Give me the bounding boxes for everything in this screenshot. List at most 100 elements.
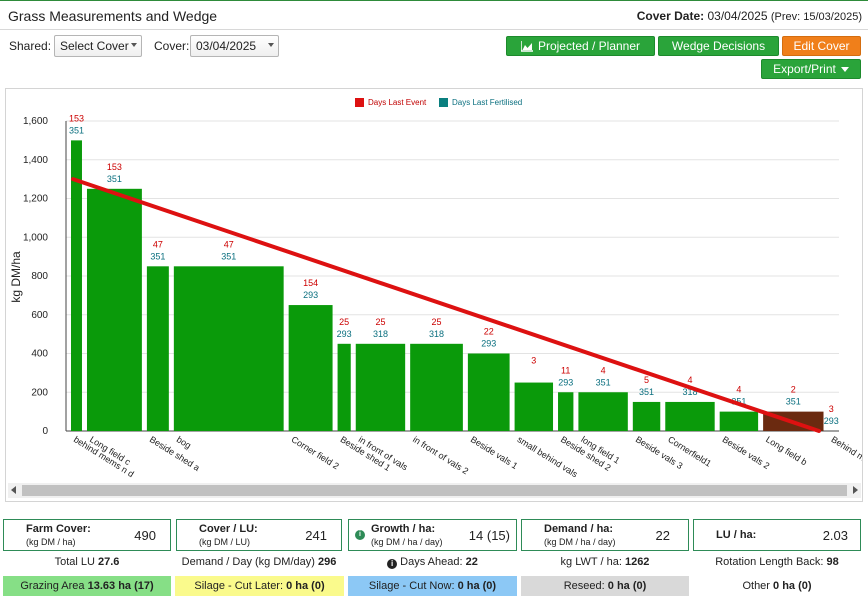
legend-swatch-days-last-event — [355, 98, 364, 107]
x-tick-label: bog — [175, 434, 193, 450]
days-last-fertilised-label: 293 — [337, 329, 352, 339]
demand-per-ha-value: 22 — [655, 528, 670, 543]
scrollbar-thumb[interactable] — [22, 485, 847, 496]
chevron-down-icon — [131, 43, 137, 47]
rotation-length-cell: Rotation Length Back: 98 — [693, 552, 861, 572]
days-last-event-label: 47 — [153, 239, 163, 249]
days-last-fertilised-label: 351 — [596, 377, 611, 387]
growth-per-ha-value: 14 (15) — [468, 528, 510, 543]
bar[interactable] — [578, 392, 628, 431]
days-last-event-label: 153 — [107, 162, 122, 172]
grazing-area-value: 13.63 ha (17) — [87, 580, 154, 592]
bar[interactable] — [558, 392, 574, 431]
days-last-event-label: 47 — [224, 239, 234, 249]
y-tick-label: 400 — [31, 349, 48, 360]
silage-cut-later-cell[interactable]: Silage - Cut Later: 0 ha (0) — [175, 576, 344, 596]
demand-per-day-cell: Demand / Day (kg DM/day) 296 — [172, 552, 346, 572]
reseed-cell[interactable]: Reseed: 0 ha (0) — [521, 576, 689, 596]
cover-per-lu-unit: (kg DM / LU) — [199, 537, 251, 547]
wedge-line-layer — [71, 177, 821, 433]
demand-per-day-value: 296 — [317, 556, 337, 568]
x-tick-label: Beside vals 1 — [469, 434, 520, 471]
bar[interactable] — [467, 353, 510, 432]
grass-wedge-chart-panel: Days Last Event Days Last Fertilised kg … — [5, 88, 863, 502]
other-cell[interactable]: Other 0 ha (0) — [693, 576, 861, 596]
days-last-event-label: 5 — [644, 375, 649, 385]
chart-horizontal-scrollbar[interactable] — [8, 483, 861, 498]
legend-label-days-last-fertilised: Days Last Fertilised — [452, 98, 522, 107]
bar[interactable] — [86, 188, 142, 431]
days-last-fertilised-label: 318 — [682, 387, 697, 397]
x-tick-label: Behind mem and — [829, 434, 862, 479]
chevron-down-icon — [268, 43, 274, 47]
info-icon[interactable]: i — [355, 530, 365, 540]
lu-per-ha-stat: LU / ha: 2.03 — [693, 519, 861, 551]
wedge-target-line — [71, 177, 821, 433]
y-tick-label: 800 — [31, 271, 48, 282]
growth-per-ha-unit: (kg DM / ha / day) — [371, 537, 443, 547]
days-last-fertilised-label: 293 — [303, 290, 318, 300]
farm-cover-stat: Farm Cover: (kg DM / ha) 490 — [3, 519, 171, 551]
cover-date-value: 03/04/2025 — [707, 9, 768, 23]
y-tick-label: 1,000 — [23, 232, 48, 243]
cover-date-select[interactable]: 03/04/2025 — [190, 35, 279, 57]
days-last-event-label: 4 — [601, 365, 606, 375]
days-ahead-label: Days Ahead: — [400, 556, 463, 568]
other-value: 0 ha (0) — [773, 580, 812, 592]
page-title: Grass Measurements and Wedge — [8, 8, 218, 24]
bar[interactable] — [632, 401, 661, 431]
other-label: Other — [742, 580, 770, 592]
bar[interactable] — [410, 343, 463, 431]
days-last-fertilised-label: 351 — [221, 251, 236, 261]
demand-per-ha-unit: (kg DM / ha / day) — [544, 537, 616, 547]
export-print-button[interactable]: Export/Print — [761, 59, 861, 79]
bar[interactable] — [337, 343, 351, 431]
days-last-event-label: 4 — [687, 375, 692, 385]
x-tick-label: Beside shed a — [148, 434, 202, 473]
filter-bar: Shared: Select Cover Cover: 03/04/2025 P… — [0, 30, 868, 82]
previous-cover-date: (Prev: 15/03/2025) — [770, 11, 862, 23]
bar[interactable] — [71, 140, 82, 431]
days-last-fertilised-label: 293 — [558, 377, 573, 387]
demand-per-ha-title: Demand / ha: — [544, 523, 614, 535]
lu-per-ha-title: LU / ha: — [716, 529, 757, 541]
days-last-fertilised-label: 351 — [731, 397, 746, 407]
export-print-label: Export/Print — [773, 62, 836, 76]
edit-cover-label: Edit Cover — [793, 39, 850, 53]
shared-cover-select[interactable]: Select Cover — [54, 35, 142, 57]
y-tick-label: 200 — [31, 387, 48, 398]
projected-planner-label: Projected / Planner — [537, 39, 641, 53]
projected-planner-button[interactable]: Projected / Planner — [506, 36, 655, 56]
silage-cut-now-cell[interactable]: Silage - Cut Now: 0 ha (0) — [348, 576, 517, 596]
x-tick-label: Corner field 2 — [290, 434, 341, 471]
wedge-decisions-button[interactable]: Wedge Decisions — [658, 36, 779, 56]
legend: Days Last Event Days Last Fertilised — [355, 98, 522, 107]
farm-cover-title: Farm Cover: — [26, 523, 91, 535]
grazing-area-cell[interactable]: Grazing Area 13.63 ha (17) — [3, 576, 171, 596]
reseed-label: Reseed: — [563, 580, 605, 592]
scroll-left-icon[interactable] — [11, 486, 16, 494]
bar-layer — [71, 140, 824, 431]
silage-cut-now-value: 0 ha (0) — [457, 580, 497, 592]
days-last-fertilised-label: 351 — [69, 125, 84, 135]
info-icon[interactable]: i — [387, 559, 398, 569]
bar[interactable] — [355, 343, 406, 431]
bar[interactable] — [514, 382, 554, 431]
x-tick-label: in front of vals 2 — [411, 434, 470, 476]
scroll-right-icon[interactable] — [853, 486, 858, 494]
shared-cover-value: Select Cover — [60, 39, 129, 53]
bar[interactable] — [719, 411, 759, 431]
days-last-fertilised-label: 318 — [373, 329, 388, 339]
bar[interactable] — [173, 266, 284, 431]
cover-date-select-value: 03/04/2025 — [196, 39, 257, 53]
days-last-event-label: 4 — [736, 385, 741, 395]
grazing-area-label: Grazing Area — [20, 580, 85, 592]
days-last-event-label: 11 — [561, 365, 570, 375]
days-last-fertilised-label: 293 — [481, 339, 496, 349]
days-ahead-cell: i Days Ahead: 22 — [348, 552, 517, 572]
y-tick-label: 1,600 — [23, 116, 48, 127]
bar[interactable] — [146, 266, 169, 431]
edit-cover-button[interactable]: Edit Cover — [782, 36, 861, 56]
bar[interactable] — [288, 305, 333, 431]
bar[interactable] — [665, 401, 715, 431]
